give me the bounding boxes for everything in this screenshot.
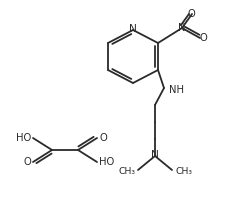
Text: N: N (151, 150, 159, 160)
Text: O: O (23, 157, 31, 167)
Text: CH₃: CH₃ (118, 167, 135, 176)
Text: HO: HO (99, 157, 114, 167)
Text: O: O (199, 33, 207, 43)
Text: O: O (99, 133, 107, 143)
Text: NH: NH (169, 85, 184, 95)
Text: O: O (187, 9, 195, 19)
Text: N: N (129, 24, 137, 34)
Text: CH₃: CH₃ (175, 167, 192, 176)
Text: HO: HO (16, 133, 31, 143)
Text: N: N (178, 23, 186, 33)
